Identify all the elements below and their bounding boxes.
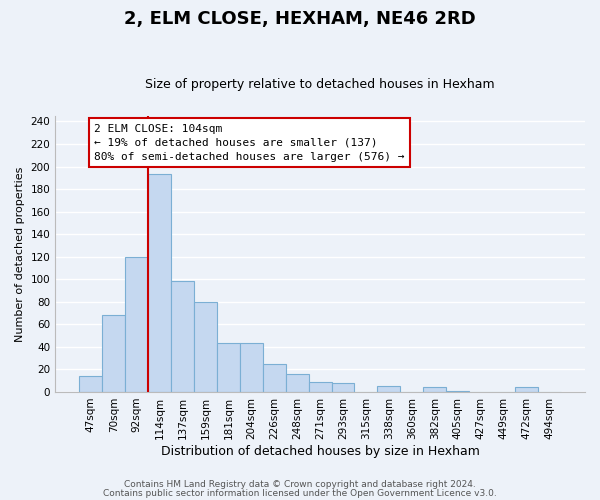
Bar xyxy=(79,376,102,392)
Bar xyxy=(194,302,217,392)
Bar xyxy=(446,391,469,392)
Bar xyxy=(332,383,355,392)
Bar xyxy=(102,316,125,392)
Bar xyxy=(240,344,263,392)
Bar xyxy=(377,386,400,392)
Bar xyxy=(263,364,286,392)
X-axis label: Distribution of detached houses by size in Hexham: Distribution of detached houses by size … xyxy=(161,444,479,458)
Bar xyxy=(125,256,148,392)
Text: Contains HM Land Registry data © Crown copyright and database right 2024.: Contains HM Land Registry data © Crown c… xyxy=(124,480,476,489)
Bar xyxy=(423,388,446,392)
Text: 2, ELM CLOSE, HEXHAM, NE46 2RD: 2, ELM CLOSE, HEXHAM, NE46 2RD xyxy=(124,10,476,28)
Text: Contains public sector information licensed under the Open Government Licence v3: Contains public sector information licen… xyxy=(103,489,497,498)
Title: Size of property relative to detached houses in Hexham: Size of property relative to detached ho… xyxy=(145,78,495,91)
Bar xyxy=(217,344,240,392)
Y-axis label: Number of detached properties: Number of detached properties xyxy=(15,166,25,342)
Bar xyxy=(308,382,332,392)
Bar xyxy=(515,388,538,392)
Bar xyxy=(171,282,194,392)
Text: 2 ELM CLOSE: 104sqm
← 19% of detached houses are smaller (137)
80% of semi-detac: 2 ELM CLOSE: 104sqm ← 19% of detached ho… xyxy=(94,124,404,162)
Bar xyxy=(148,174,171,392)
Bar xyxy=(286,374,308,392)
